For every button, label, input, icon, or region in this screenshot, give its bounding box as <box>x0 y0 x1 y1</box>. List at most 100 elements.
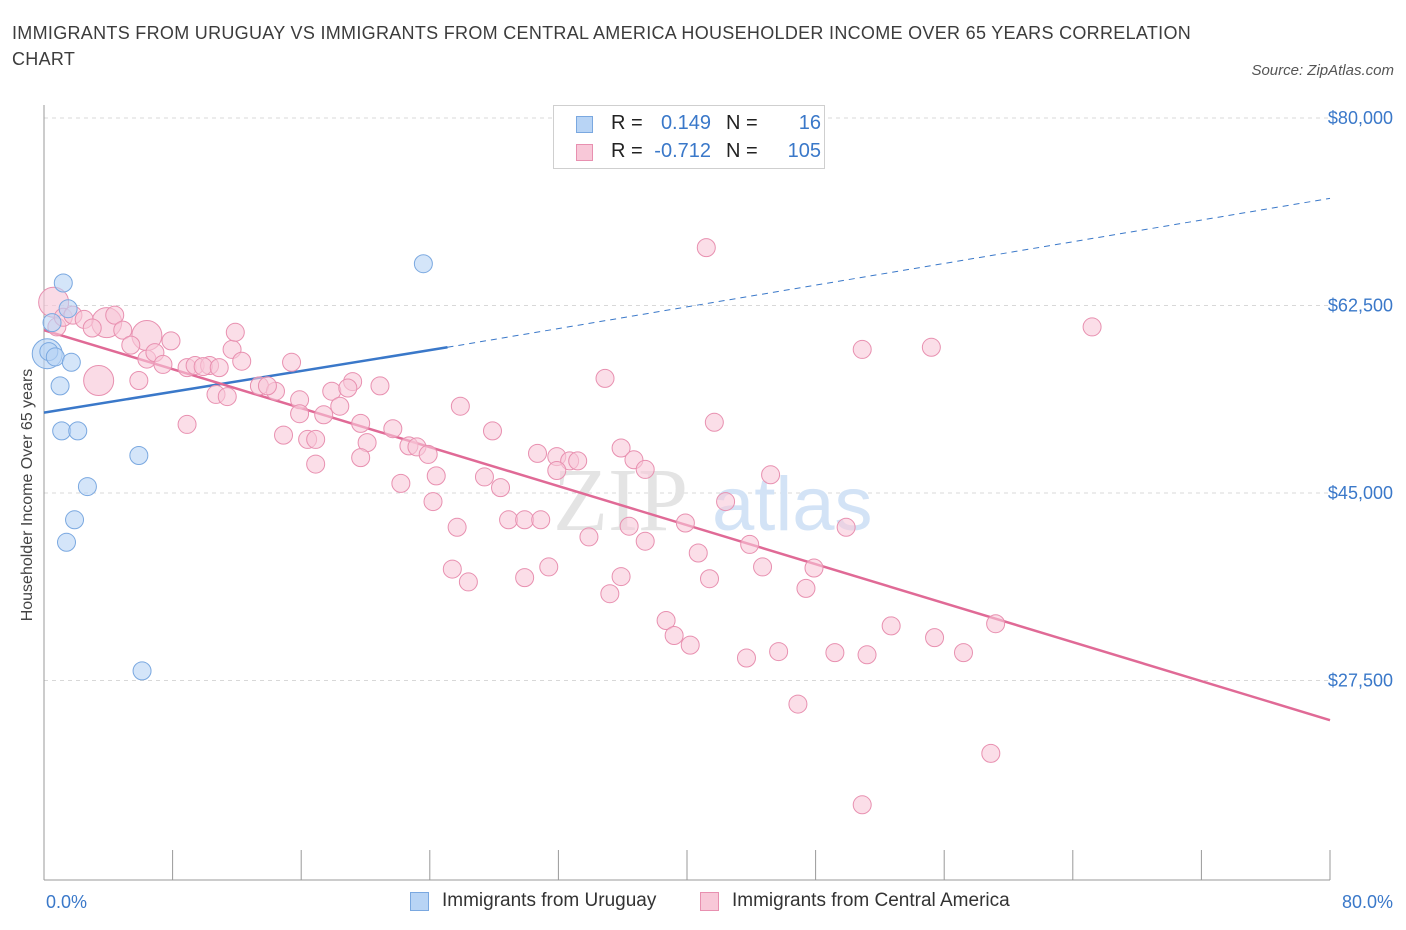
bottom-legend-label-central-america: Immigrants from Central America <box>732 890 1010 911</box>
point-central-america-77 <box>458 572 478 592</box>
point-uruguay-1 <box>42 313 62 333</box>
point-central-america-29 <box>370 376 390 396</box>
point-uruguay-12 <box>57 532 77 552</box>
point-central-america-81 <box>600 584 620 604</box>
point-central-america-67 <box>704 412 724 432</box>
point-uruguay-9 <box>129 446 149 465</box>
legend-swatch-central-america <box>576 144 593 161</box>
point-central-america-79 <box>539 557 559 577</box>
point-central-america-34 <box>177 414 197 434</box>
point-central-america-92 <box>769 642 789 662</box>
point-central-america-33 <box>383 419 403 439</box>
legend-n-label: N = <box>726 140 758 162</box>
point-central-america-5 <box>105 305 125 325</box>
point-uruguay-11 <box>65 510 85 530</box>
point-central-america-70 <box>595 368 615 388</box>
bottom-legend-swatch-uruguay <box>410 892 429 911</box>
point-central-america-75 <box>836 517 856 537</box>
point-layer <box>31 238 1102 815</box>
point-central-america-large-3 <box>83 365 115 396</box>
point-central-america-88 <box>753 557 773 577</box>
point-central-america-71 <box>696 238 716 258</box>
point-central-america-97 <box>953 643 973 663</box>
point-central-america-53 <box>635 459 655 479</box>
point-central-america-59 <box>499 510 519 530</box>
point-central-america-80 <box>611 567 631 587</box>
legend-r-value-uruguay: 0.149 <box>660 112 711 134</box>
point-central-america-58 <box>423 492 443 512</box>
point-central-america-87 <box>740 534 760 554</box>
point-central-america-100 <box>981 743 1001 763</box>
point-central-america-55 <box>474 467 494 487</box>
legend-n-value-central-america: 105 <box>787 140 821 162</box>
point-central-america-74 <box>1082 317 1102 337</box>
point-central-america-37 <box>306 429 326 449</box>
point-central-america-65 <box>635 531 655 551</box>
legend-swatch-uruguay <box>576 116 593 133</box>
point-central-america-63 <box>579 527 599 547</box>
trend-line-uruguay-extrapolated <box>447 197 1331 348</box>
point-central-america-35 <box>274 425 294 445</box>
point-central-america-102 <box>338 378 358 398</box>
stats-legend: R = 0.149 N = 16 R = -0.712 N = 105 <box>553 105 825 169</box>
point-central-america-19 <box>193 357 213 377</box>
point-central-america-73 <box>921 337 941 357</box>
legend-r-value-central-america: -0.712 <box>654 140 711 162</box>
grid-layer <box>44 117 1330 681</box>
point-central-america-72 <box>852 339 872 359</box>
point-central-america-86 <box>700 569 720 589</box>
point-central-america-11 <box>161 331 181 351</box>
point-central-america-90 <box>796 578 816 598</box>
point-central-america-60 <box>515 510 535 530</box>
bottom-legend-swatch-central-america <box>700 892 719 911</box>
bottom-legend-label-uruguay: Immigrants from Uruguay <box>442 890 657 911</box>
point-uruguay-3 <box>53 273 73 293</box>
chart-title: IMMIGRANTS FROM URUGUAY VS IMMIGRANTS FR… <box>12 23 1192 69</box>
point-central-america-31 <box>314 405 334 425</box>
point-central-america-93 <box>825 643 845 663</box>
point-central-america-104 <box>209 358 229 378</box>
point-central-america-4 <box>82 318 102 338</box>
point-uruguay-13 <box>132 661 152 681</box>
legend-r-label: R = <box>611 140 643 162</box>
point-central-america-25 <box>257 376 277 396</box>
trend-line-uruguay <box>43 346 448 414</box>
point-central-america-50 <box>611 438 631 458</box>
point-central-america-39 <box>351 448 371 468</box>
point-central-america-18 <box>225 322 245 342</box>
y-tick-label-1: $45,000 <box>1328 483 1393 503</box>
legend-r-label: R = <box>611 112 643 134</box>
point-central-america-57 <box>491 478 511 498</box>
point-central-america-95 <box>881 616 901 636</box>
point-central-america-68 <box>716 492 736 512</box>
point-central-america-17 <box>282 352 302 372</box>
point-central-america-43 <box>306 454 326 474</box>
x-tick-label-min: 0.0% <box>46 892 87 912</box>
point-central-america-20 <box>129 371 149 390</box>
point-central-america-32 <box>351 413 371 433</box>
point-central-america-98 <box>986 614 1006 634</box>
point-uruguay-10 <box>77 477 97 497</box>
point-uruguay-6 <box>50 376 70 396</box>
point-uruguay-4 <box>58 299 78 319</box>
point-uruguay-7 <box>52 421 72 441</box>
y-tick-label-2: $62,500 <box>1328 296 1393 316</box>
point-central-america-61 <box>531 510 551 530</box>
point-central-america-52 <box>547 461 567 480</box>
point-central-america-82 <box>656 611 676 630</box>
y-tick-label-0: $27,500 <box>1328 671 1393 691</box>
point-central-america-99 <box>788 694 808 714</box>
point-central-america-42 <box>418 444 438 464</box>
point-central-america-49 <box>568 451 588 471</box>
point-uruguay-5 <box>61 352 81 372</box>
point-central-america-62 <box>447 517 467 537</box>
point-central-america-10 <box>153 354 173 374</box>
point-central-america-84 <box>680 635 700 655</box>
point-central-america-96 <box>925 628 945 648</box>
point-central-america-64 <box>619 516 639 536</box>
point-central-america-30 <box>330 396 350 416</box>
point-central-america-45 <box>482 421 502 441</box>
point-central-america-91 <box>736 648 756 668</box>
axis-layer <box>43 105 1331 881</box>
point-central-america-7 <box>121 335 141 355</box>
